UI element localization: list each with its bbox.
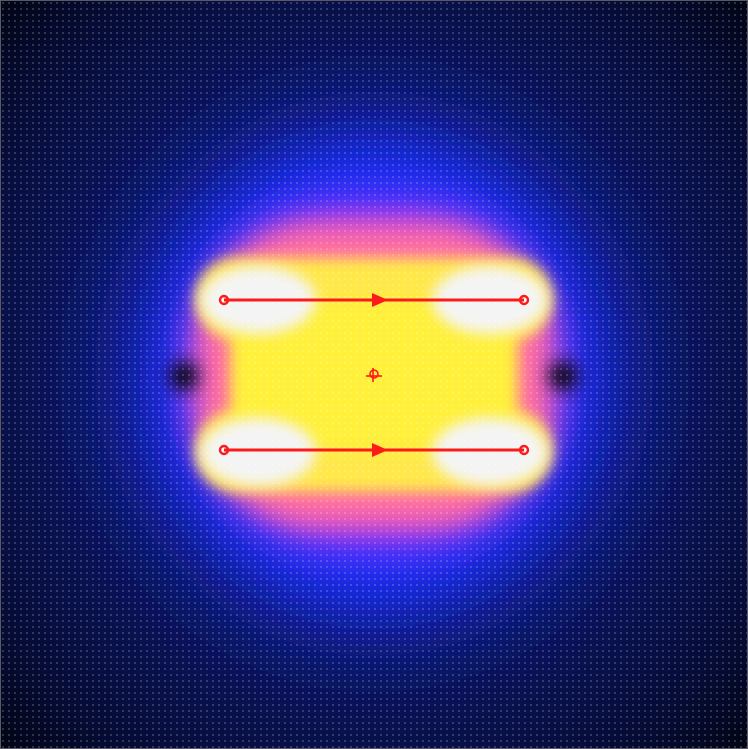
circle-icon	[218, 444, 230, 456]
circle-icon	[518, 294, 530, 306]
wire-bottom	[218, 443, 530, 457]
wire-top	[218, 293, 530, 307]
circle-icon	[518, 444, 530, 456]
arrow-right-icon	[372, 293, 388, 307]
arrow-right-icon	[372, 443, 388, 457]
crosshair-icon	[366, 368, 382, 382]
circle-icon	[218, 294, 230, 306]
